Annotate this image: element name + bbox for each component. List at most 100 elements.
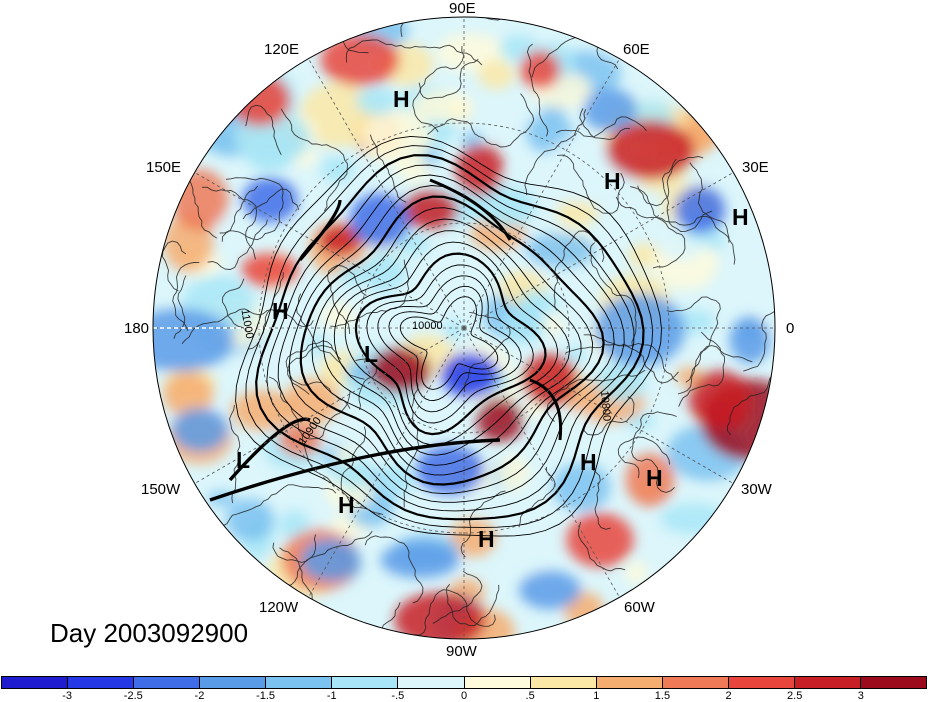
coastline (338, 17, 380, 54)
height-contour (354, 252, 547, 436)
lon-label-180: 180 (124, 320, 150, 337)
coastline (463, 311, 511, 392)
anomaly-blob (243, 126, 297, 172)
jet-streak-contour (228, 417, 311, 482)
anomaly-blob (477, 59, 515, 90)
anomaly-blob (375, 464, 415, 498)
coastline (287, 345, 342, 395)
coastline (661, 158, 713, 232)
coastline (524, 109, 587, 196)
anomaly-blob (171, 408, 229, 452)
anomaly-blob (331, 457, 374, 488)
colorbar-swatch (2, 677, 69, 688)
colorbar-tick-label: 3 (857, 690, 864, 702)
lon-label-120w: 120W (259, 599, 299, 616)
colorbar-swatch (464, 677, 531, 688)
high-pressure-marker: H (272, 298, 289, 324)
height-contour (277, 174, 625, 503)
colorbar-tick-label: -3 (62, 690, 73, 702)
jet-streak-contour (298, 199, 342, 262)
anomaly-blob (412, 90, 474, 122)
high-pressure-marker: H (393, 86, 410, 112)
lon-label-30e: 30E (742, 159, 769, 176)
lon-label-60e: 60E (623, 41, 650, 58)
meridian-line (194, 172, 465, 329)
anomaly-blob (688, 370, 752, 430)
coastline (268, 376, 335, 486)
high-pressure-marker: H (646, 465, 663, 491)
coastline (381, 602, 450, 639)
coastline (589, 242, 637, 347)
anomaly-blob (318, 224, 362, 256)
anomaly-blob (320, 33, 400, 87)
map-title: Day 2003092900 (50, 618, 249, 648)
coastline (432, 571, 483, 624)
anomaly-blob (557, 199, 598, 227)
coastline (446, 584, 500, 627)
low-pressure-marker: L (236, 447, 251, 473)
height-contour (366, 264, 534, 424)
meridian-line (463, 327, 734, 484)
anomaly-blob (162, 372, 214, 417)
lon-label-120e: 120E (264, 41, 300, 58)
high-pressure-marker: H (580, 449, 597, 475)
height-contour (266, 164, 635, 512)
coastline (327, 264, 367, 335)
coastline (345, 39, 483, 66)
anomaly-blob (455, 144, 505, 196)
coastline (583, 396, 635, 436)
anomaly-blob (402, 190, 458, 230)
coastline (418, 58, 479, 100)
colorbar-tick-label: -1 (326, 690, 337, 702)
coastline (208, 484, 337, 532)
anomaly-blob (476, 397, 524, 443)
coastline (272, 530, 373, 563)
anomaly-blob (380, 541, 460, 579)
anomaly-blob (278, 510, 311, 540)
coastline (743, 286, 775, 372)
anomaly-blob (544, 135, 623, 203)
coastline (364, 535, 424, 604)
coastline (579, 108, 630, 140)
colorbar-tick-label: .5 (525, 690, 535, 702)
colorbar-tick-label: -2.5 (123, 690, 143, 702)
coastline (526, 43, 549, 137)
anomaly-blob (625, 453, 675, 507)
anomaly-blob (364, 109, 432, 166)
colorbar-swatch (728, 677, 795, 688)
coastline (308, 390, 351, 440)
coastline (555, 116, 647, 138)
height-contour (322, 218, 582, 466)
colorbar-tick-label: -.5 (391, 690, 405, 702)
lon-label-90e: 90E (449, 0, 476, 17)
anomaly-blob (440, 352, 500, 398)
anomaly-blob (225, 498, 275, 542)
anomaly-blob (369, 347, 431, 393)
anomaly-blob (346, 362, 375, 383)
lon-label-150e: 150E (146, 159, 182, 176)
meridian-line (308, 58, 465, 329)
coastline (181, 308, 314, 345)
height-contour (399, 296, 499, 390)
anomaly-blob (729, 316, 771, 364)
anomaly-blob (649, 596, 731, 639)
colorbar-swatch (861, 677, 927, 688)
jet-streak-contour (429, 178, 512, 241)
coastline (666, 296, 721, 383)
lon-label-60w: 60W (624, 599, 655, 616)
lon-label-30w: 30W (741, 481, 772, 498)
anomaly-blob (284, 378, 340, 425)
coastline (221, 185, 258, 242)
height-contour (255, 154, 645, 521)
coastline (403, 379, 420, 508)
colorbar-tick-label: 1 (593, 690, 600, 702)
high-pressure-marker: H (478, 526, 495, 552)
coastline (518, 466, 556, 528)
coastline (280, 108, 348, 212)
coastline (631, 411, 677, 493)
anomaly-blob (520, 289, 549, 311)
meridian-line (463, 327, 620, 598)
jet-streak-contour (529, 378, 563, 441)
coastline (412, 46, 465, 133)
anomaly-blob (659, 502, 727, 535)
